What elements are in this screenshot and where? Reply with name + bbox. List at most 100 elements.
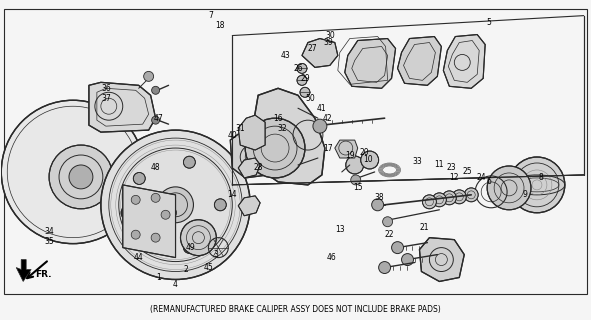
Text: 17: 17 [323, 144, 333, 153]
Circle shape [152, 86, 160, 94]
Text: 12: 12 [450, 173, 459, 182]
Text: 22: 22 [385, 230, 394, 239]
Text: 8: 8 [538, 173, 543, 182]
Circle shape [372, 199, 384, 211]
Circle shape [313, 119, 327, 133]
Text: 19: 19 [345, 150, 355, 160]
Text: 36: 36 [101, 84, 111, 93]
Circle shape [382, 217, 392, 227]
Circle shape [361, 151, 379, 169]
Circle shape [131, 195, 140, 204]
Circle shape [144, 71, 154, 81]
Text: 9: 9 [522, 190, 527, 199]
Circle shape [134, 225, 145, 237]
Text: 7: 7 [208, 11, 213, 20]
Circle shape [49, 145, 113, 209]
Text: 3: 3 [213, 250, 218, 259]
Polygon shape [238, 158, 260, 178]
Text: 5: 5 [487, 18, 492, 27]
Text: 15: 15 [353, 183, 362, 192]
Circle shape [351, 175, 361, 185]
Text: 37: 37 [101, 94, 111, 103]
Text: 16: 16 [273, 114, 283, 123]
Text: 1: 1 [156, 273, 161, 282]
Polygon shape [230, 134, 272, 178]
Text: 14: 14 [228, 190, 237, 199]
Text: 31: 31 [235, 124, 245, 132]
Circle shape [465, 188, 478, 202]
Text: 43: 43 [280, 51, 290, 60]
Text: 46: 46 [327, 253, 337, 262]
Circle shape [134, 172, 145, 184]
Circle shape [152, 116, 160, 124]
Polygon shape [335, 140, 358, 158]
Circle shape [442, 191, 456, 205]
Circle shape [297, 76, 307, 85]
Circle shape [300, 87, 310, 97]
Polygon shape [398, 36, 441, 85]
Polygon shape [252, 88, 325, 185]
Text: FR.: FR. [35, 270, 51, 279]
Text: 32: 32 [277, 124, 287, 132]
Text: 40: 40 [228, 131, 237, 140]
Polygon shape [89, 82, 155, 132]
Polygon shape [443, 35, 485, 88]
Text: 47: 47 [154, 114, 164, 123]
Circle shape [245, 118, 305, 178]
Text: 26: 26 [293, 64, 303, 73]
Text: 35: 35 [44, 237, 54, 246]
Text: 44: 44 [134, 253, 144, 262]
Circle shape [452, 190, 466, 204]
Text: 50: 50 [305, 94, 315, 103]
Text: 25: 25 [462, 167, 472, 176]
Circle shape [487, 166, 531, 210]
Polygon shape [345, 38, 395, 88]
Text: 2: 2 [183, 265, 188, 274]
Circle shape [1, 100, 145, 244]
Circle shape [379, 261, 391, 274]
Text: 29: 29 [300, 74, 310, 83]
Circle shape [69, 165, 93, 189]
Text: 39: 39 [323, 38, 333, 47]
Circle shape [161, 210, 170, 219]
Polygon shape [238, 115, 265, 150]
Text: 49: 49 [186, 243, 196, 252]
Text: 6: 6 [487, 177, 492, 187]
Circle shape [346, 156, 363, 174]
Text: 13: 13 [335, 225, 345, 234]
Text: 28: 28 [254, 164, 263, 172]
Circle shape [392, 242, 404, 253]
Text: 34: 34 [44, 227, 54, 236]
Polygon shape [302, 38, 338, 68]
Circle shape [183, 156, 196, 168]
Circle shape [297, 63, 307, 73]
Text: 27: 27 [307, 44, 317, 53]
Text: 21: 21 [420, 223, 429, 232]
Circle shape [215, 199, 226, 211]
Text: 24: 24 [476, 173, 486, 182]
Circle shape [509, 157, 565, 213]
Text: 18: 18 [216, 21, 225, 30]
Circle shape [180, 220, 216, 256]
Text: 10: 10 [363, 156, 372, 164]
Text: 48: 48 [151, 164, 160, 172]
Text: 38: 38 [375, 193, 385, 202]
Ellipse shape [121, 199, 176, 227]
Circle shape [183, 242, 196, 253]
Circle shape [158, 187, 193, 223]
Text: 41: 41 [317, 104, 327, 113]
Text: 45: 45 [203, 263, 213, 272]
Circle shape [401, 253, 414, 266]
Circle shape [423, 195, 436, 209]
Polygon shape [123, 185, 176, 258]
Circle shape [433, 193, 446, 207]
Polygon shape [238, 196, 260, 216]
Circle shape [151, 193, 160, 202]
Text: 33: 33 [413, 157, 423, 166]
Circle shape [131, 230, 140, 239]
Circle shape [151, 233, 160, 242]
Text: 30: 30 [325, 31, 335, 40]
Polygon shape [420, 238, 465, 282]
Text: 20: 20 [360, 148, 369, 156]
Circle shape [101, 130, 250, 279]
